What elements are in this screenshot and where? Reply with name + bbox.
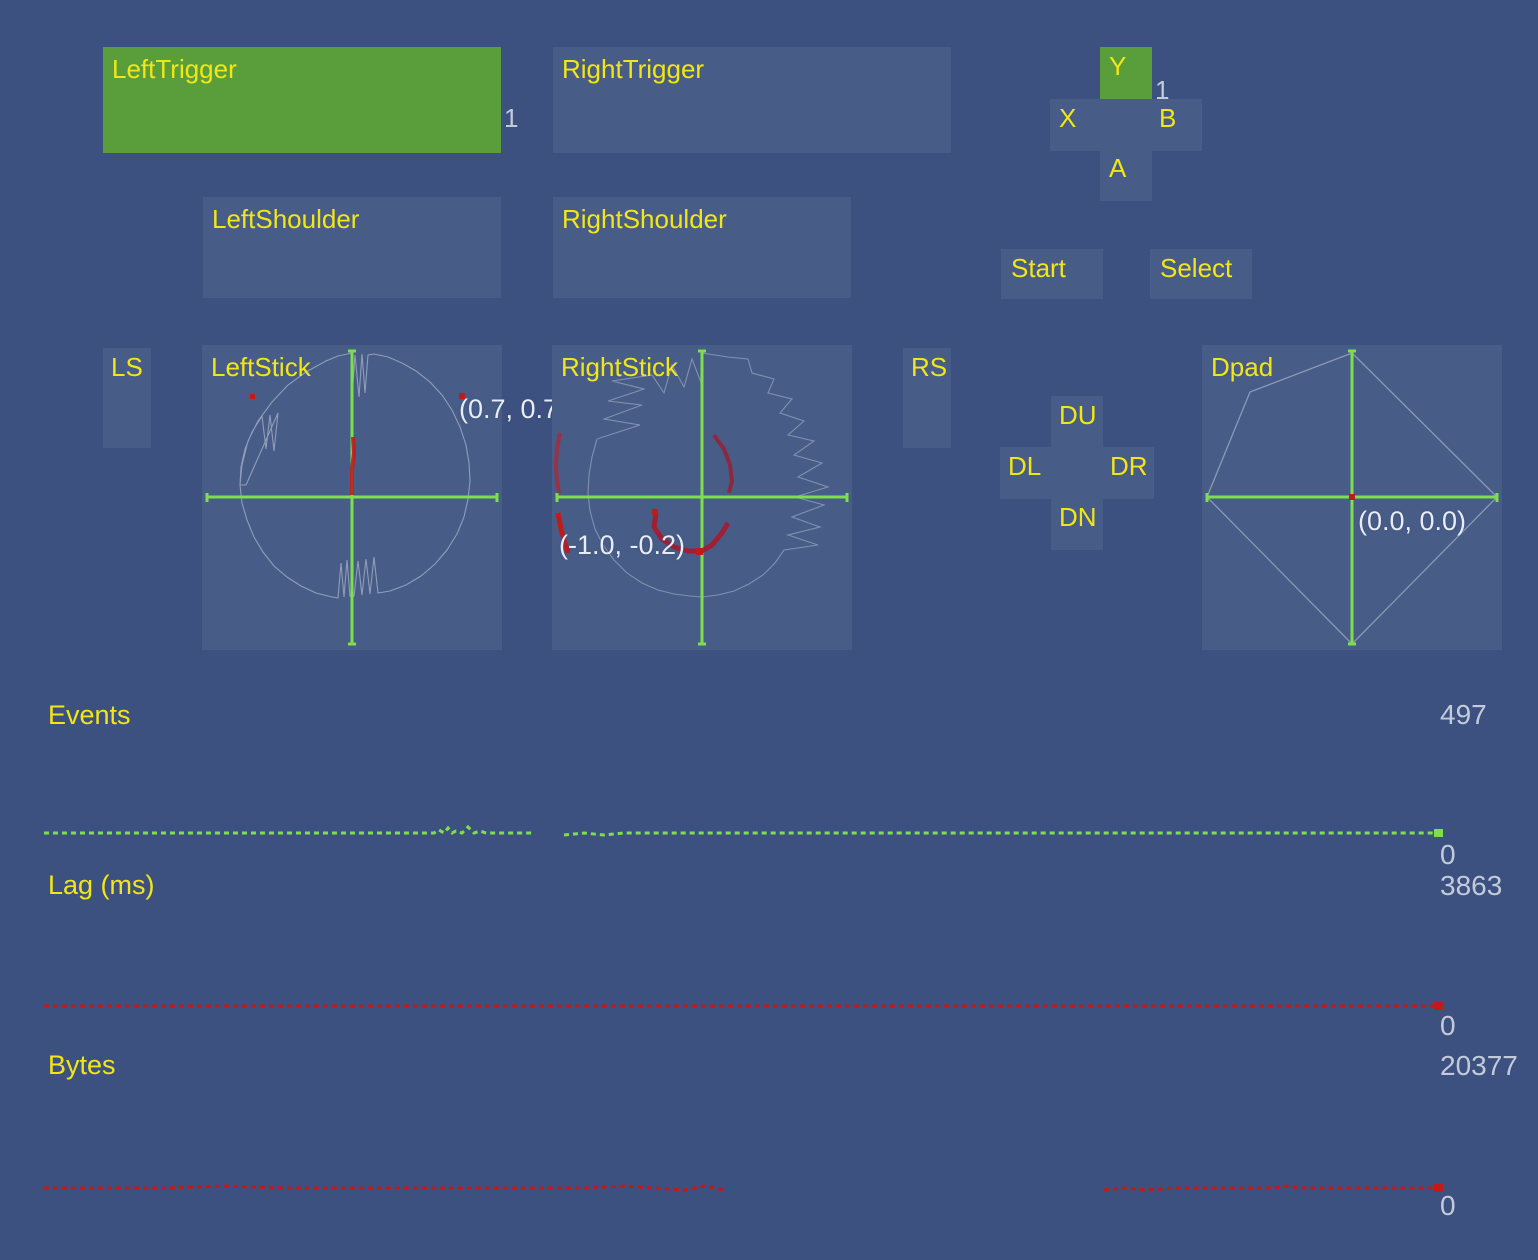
a-button[interactable]: A [1100, 149, 1152, 201]
bytes-graph-label: Bytes [48, 1050, 116, 1080]
rs-button-label: RS [911, 352, 948, 382]
dpad-plot-label: Dpad [1211, 352, 1274, 382]
left-trigger-panel[interactable]: LeftTrigger [103, 47, 501, 153]
bytes-graph-canvas [44, 1184, 1443, 1192]
a-button-label: A [1109, 153, 1127, 183]
events-graph-max-value: 497 [1440, 699, 1487, 730]
events-graph[interactable] [44, 690, 1448, 845]
y-button-label: Y [1109, 51, 1127, 81]
select-button-label: Select [1160, 253, 1233, 283]
lag-graph-min-value: 0 [1440, 839, 1456, 870]
dpad-canvas [1205, 349, 1499, 646]
dpad-up-button-label: DU [1059, 400, 1097, 430]
dpad-up-button[interactable]: DU [1051, 396, 1103, 448]
dpad-down-button[interactable]: DN [1051, 498, 1103, 550]
right-stick-plot[interactable]: RightStick [552, 345, 852, 650]
dpad-down-button-label: DN [1059, 502, 1097, 532]
rs-button[interactable]: RS [903, 348, 951, 448]
x-button-label: X [1059, 103, 1077, 133]
right-shoulder-panel[interactable]: RightShoulder [553, 197, 851, 298]
right-stick-coord: (-1.0, -0.2) [559, 530, 686, 560]
bytes-graph-max-value: 20377 [1440, 1050, 1518, 1081]
center-face-pad [1100, 99, 1152, 151]
left-shoulder-label: LeftShoulder [212, 204, 360, 234]
ls-button[interactable]: LS [103, 348, 151, 448]
start-button[interactable]: Start [1001, 249, 1103, 299]
right-shoulder-label: RightShoulder [562, 204, 727, 234]
events-graph-canvas [44, 824, 1443, 837]
dpad-right-button[interactable]: DR [1102, 447, 1154, 499]
dpad-right-button-label: DR [1110, 451, 1148, 481]
b-button[interactable]: B [1150, 99, 1202, 151]
lag-graph-max-value: 3863 [1440, 870, 1503, 901]
left-stick-canvas [205, 349, 499, 646]
left-stick-plot[interactable]: LeftStick [202, 345, 502, 650]
bytes-graph-min-value: 0 [1440, 1010, 1456, 1041]
bytes-graph[interactable] [44, 1150, 1448, 1260]
left-stick-coord: (0.7, 0.7) [459, 394, 568, 424]
start-button-label: Start [1011, 253, 1066, 283]
right-trigger-panel[interactable]: RightTrigger [553, 47, 951, 153]
ls-button-label: LS [111, 352, 143, 382]
dpad-plot-coord: (0.0, 0.0) [1358, 506, 1467, 536]
dpad-plot[interactable]: Dpad [1202, 345, 1502, 650]
lag-graph-canvas [44, 1002, 1443, 1010]
dpad-left-button[interactable]: DL [1000, 447, 1052, 499]
right-stick-label: RightStick [561, 352, 679, 382]
dpad-center-pad [1051, 447, 1103, 499]
events-graph-label: Events [48, 700, 131, 730]
lag-graph[interactable] [44, 860, 1448, 1015]
x-button[interactable]: X [1050, 99, 1102, 151]
right-stick-canvas [553, 349, 849, 646]
b-button-label: B [1159, 103, 1177, 133]
lag-graph-label: Lag (ms) [48, 870, 155, 900]
y-button-value: 1 [1155, 75, 1170, 105]
bytes-graph-baseline-value: 0 [1440, 1190, 1456, 1221]
left-trigger-value: 1 [504, 103, 519, 133]
left-stick-label: LeftStick [211, 352, 311, 382]
left-trigger-label: LeftTrigger [112, 54, 237, 84]
right-trigger-label: RightTrigger [562, 54, 705, 84]
left-shoulder-panel[interactable]: LeftShoulder [203, 197, 501, 298]
select-button[interactable]: Select [1150, 249, 1252, 299]
y-button[interactable]: Y [1100, 47, 1152, 99]
dpad-left-button-label: DL [1008, 451, 1042, 481]
